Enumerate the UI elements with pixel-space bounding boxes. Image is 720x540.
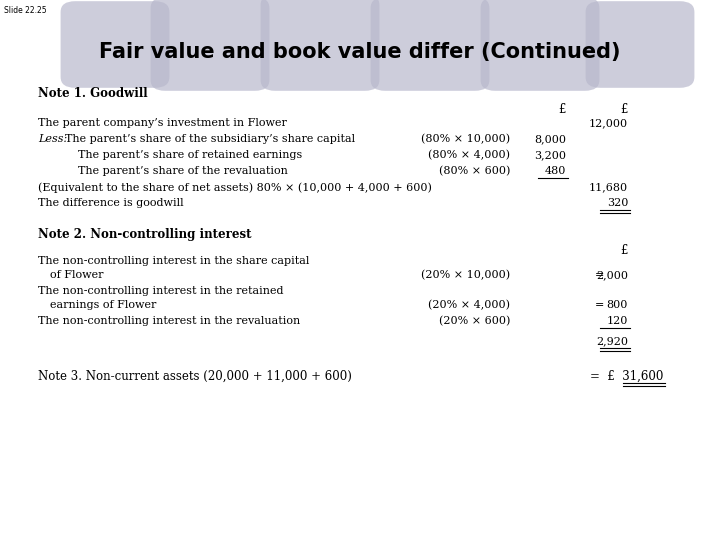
Text: (80% × 10,000): (80% × 10,000) [421, 134, 510, 144]
Text: 480: 480 [544, 166, 566, 176]
Text: 120: 120 [607, 316, 628, 326]
Text: The parent company’s investment in Flower: The parent company’s investment in Flowe… [38, 118, 287, 128]
Text: 320: 320 [607, 198, 628, 208]
Text: The difference is goodwill: The difference is goodwill [38, 198, 184, 208]
Text: 11,680: 11,680 [589, 182, 628, 192]
Text: The parent’s share of retained earnings: The parent’s share of retained earnings [78, 150, 302, 160]
Text: Note 3. Non-current assets (20,000 + 11,000 + 600): Note 3. Non-current assets (20,000 + 11,… [38, 370, 352, 383]
Text: 3,200: 3,200 [534, 150, 566, 160]
Text: =  £  31,600: = £ 31,600 [590, 370, 663, 383]
Text: earnings of Flower: earnings of Flower [50, 300, 156, 310]
Text: £: £ [621, 103, 628, 116]
Text: Slide 22.25: Slide 22.25 [4, 6, 47, 15]
Text: 8,000: 8,000 [534, 134, 566, 144]
Text: 800: 800 [607, 300, 628, 310]
Text: (80% × 4,000): (80% × 4,000) [428, 150, 510, 160]
Text: 2,000: 2,000 [596, 270, 628, 280]
Text: Less:: Less: [38, 134, 67, 144]
Text: (20% × 600): (20% × 600) [438, 316, 510, 326]
Text: The parent’s share of the subsidiary’s share capital: The parent’s share of the subsidiary’s s… [65, 134, 355, 144]
Text: The parent’s share of the revaluation: The parent’s share of the revaluation [78, 166, 288, 176]
Text: (Equivalent to the share of net assets) 80% × (10,000 + 4,000 + 600): (Equivalent to the share of net assets) … [38, 182, 432, 193]
Text: The non-controlling interest in the revaluation: The non-controlling interest in the reva… [38, 316, 300, 326]
Text: 12,000: 12,000 [589, 118, 628, 128]
Text: Note 1. Goodwill: Note 1. Goodwill [38, 87, 148, 100]
Text: of Flower: of Flower [50, 270, 104, 280]
Text: The non-controlling interest in the share capital: The non-controlling interest in the shar… [38, 256, 310, 266]
Text: 2,920: 2,920 [596, 336, 628, 346]
Text: (20% × 4,000): (20% × 4,000) [428, 300, 510, 310]
Text: £: £ [559, 103, 566, 116]
Text: The non-controlling interest in the retained: The non-controlling interest in the reta… [38, 286, 284, 296]
Text: =: = [595, 300, 605, 310]
Text: =: = [595, 270, 605, 280]
Text: £: £ [621, 244, 628, 257]
Text: Note 2. Non-controlling interest: Note 2. Non-controlling interest [38, 228, 251, 241]
Text: (20% × 10,000): (20% × 10,000) [421, 270, 510, 280]
Text: (80% × 600): (80% × 600) [438, 166, 510, 177]
Text: Fair value and book value differ (Continued): Fair value and book value differ (Contin… [99, 42, 621, 62]
